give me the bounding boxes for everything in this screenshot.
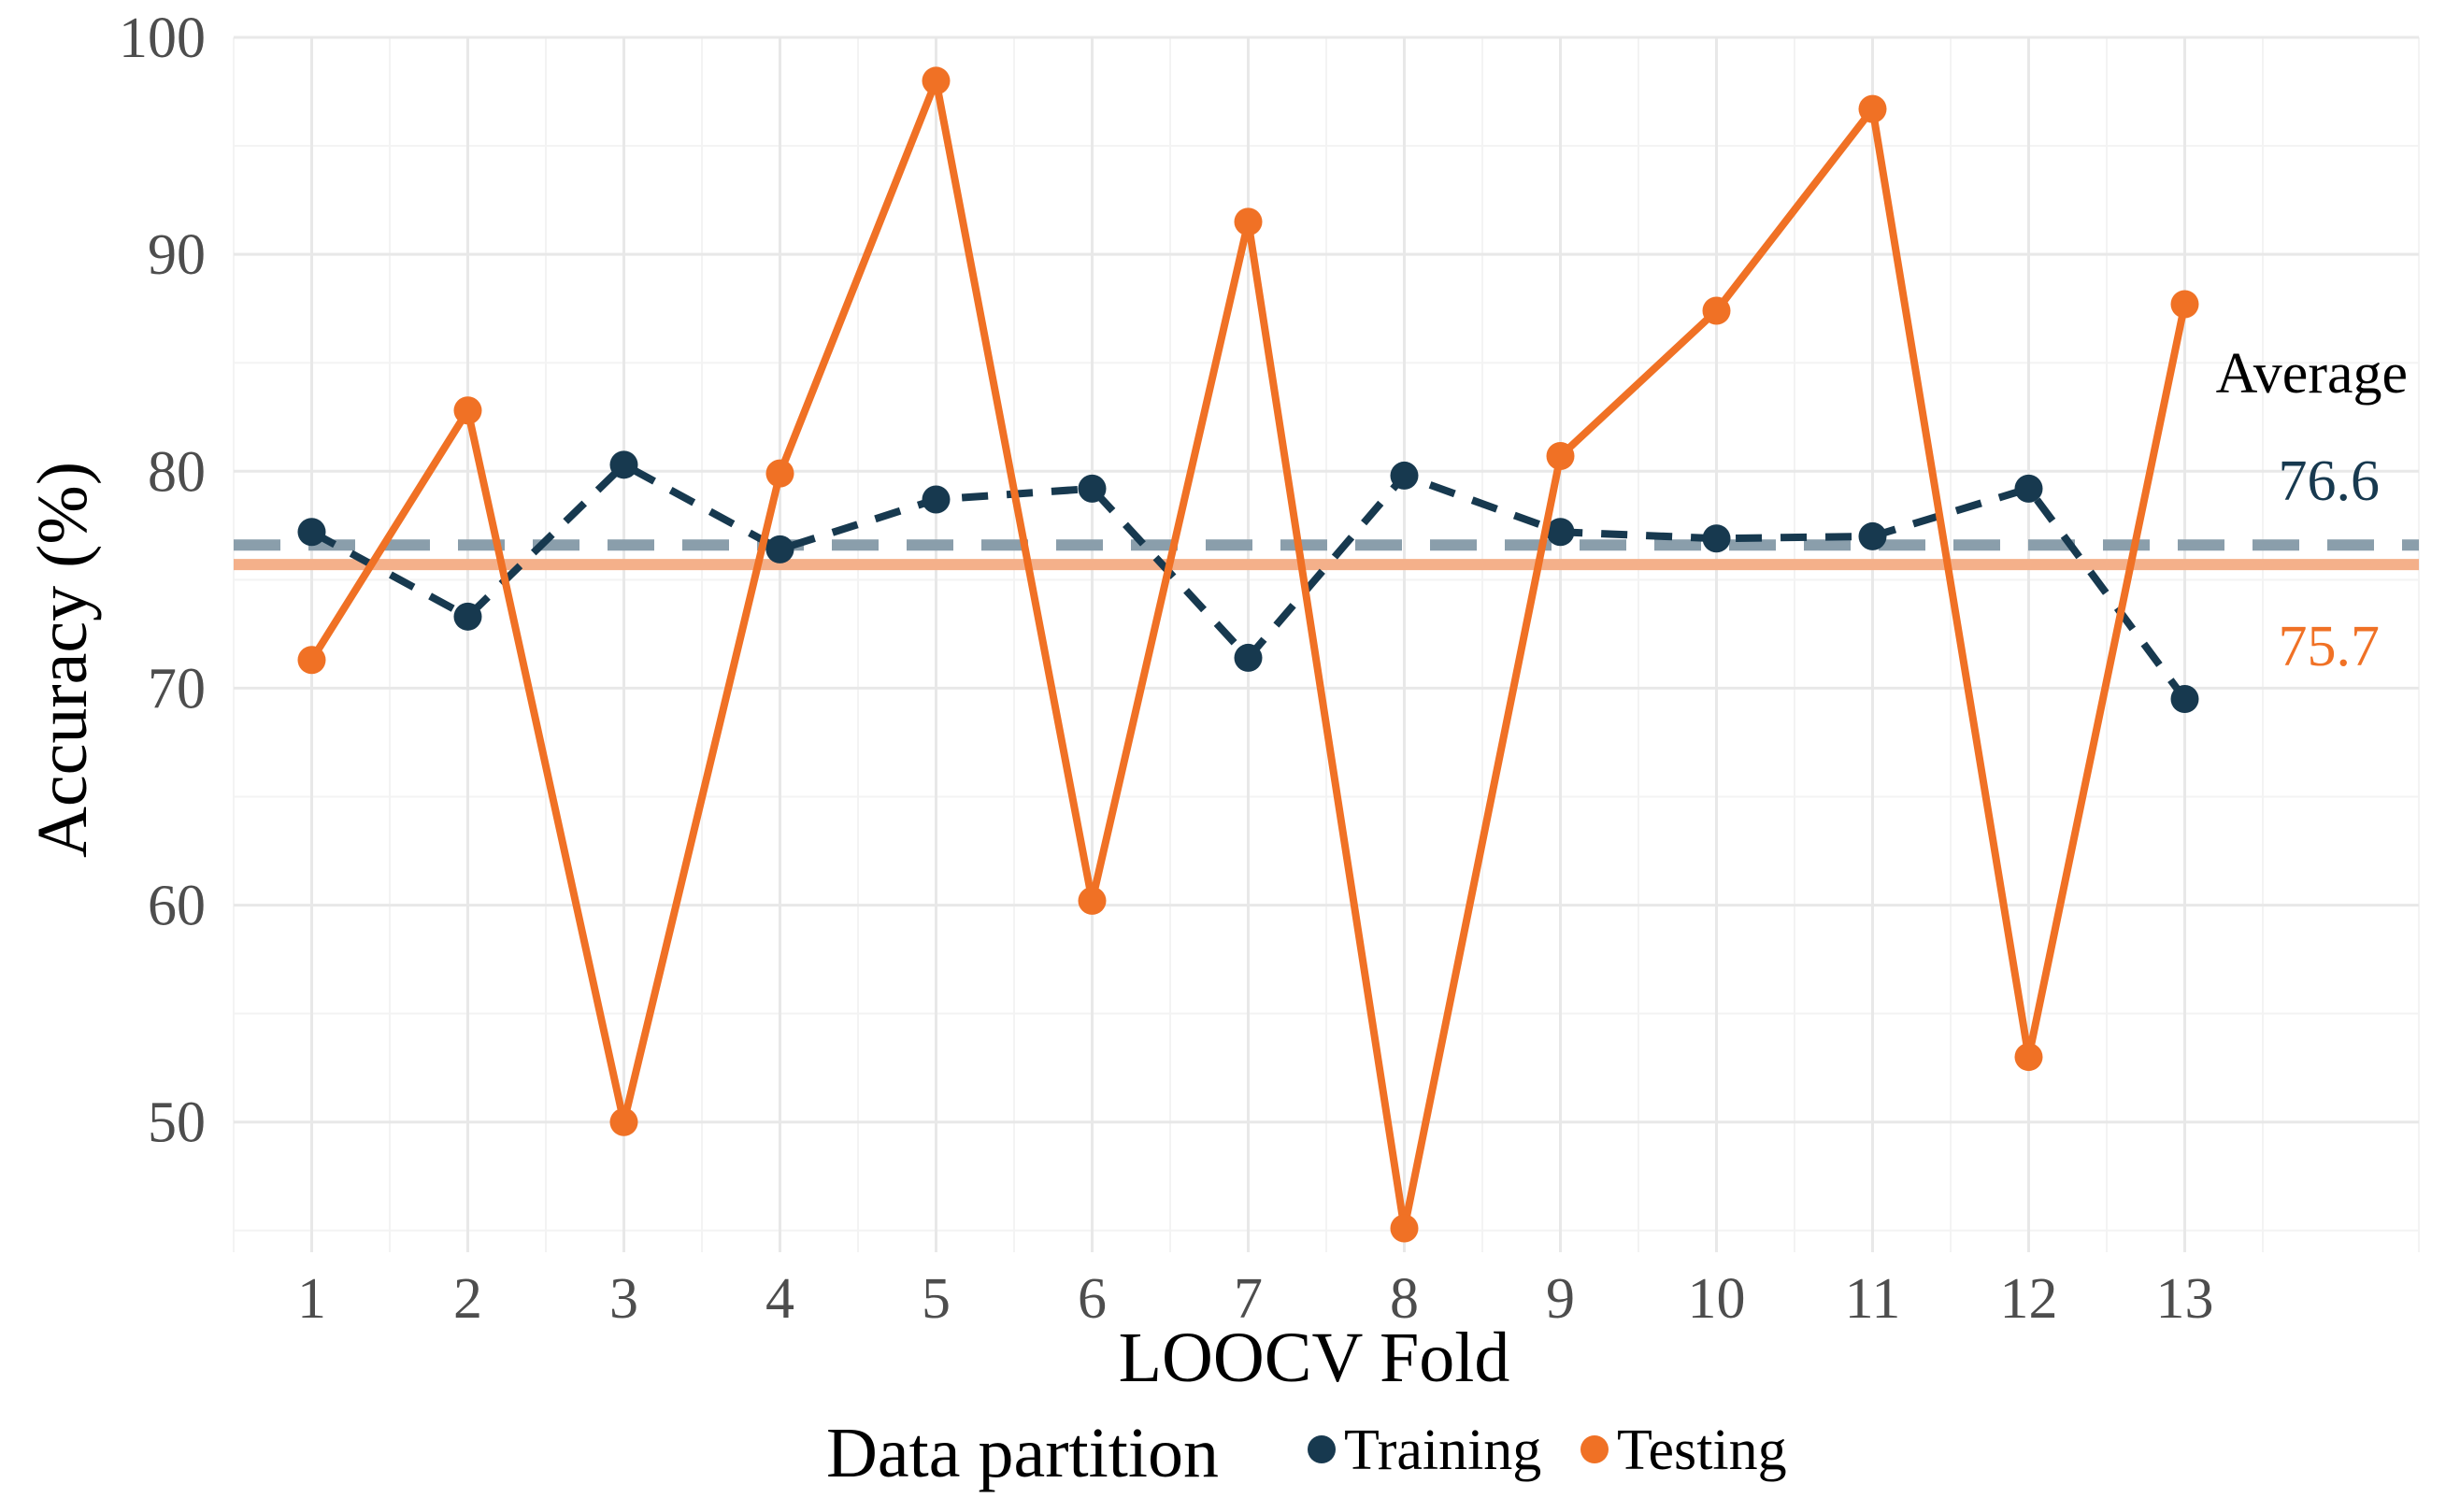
average-value-training: 76.6 (2279, 449, 2381, 513)
x-tick-label: 1 (297, 1267, 326, 1331)
series (297, 66, 2199, 1243)
x-tick-label: 10 (1688, 1267, 1746, 1331)
average-lines (234, 539, 2419, 571)
data-point-training (453, 602, 482, 631)
legend: Data partition Training Testing (826, 1414, 1787, 1492)
data-point-testing (1390, 1214, 1419, 1243)
x-tick-label: 4 (765, 1267, 794, 1331)
y-tick-label: 50 (148, 1091, 206, 1155)
legend-label-testing: Testing (1617, 1419, 1787, 1482)
data-point-training (1078, 474, 1107, 503)
x-tick-label: 3 (609, 1267, 638, 1331)
y-tick-label: 70 (148, 657, 206, 720)
x-tick-label: 13 (2156, 1267, 2214, 1331)
data-point-training (609, 450, 638, 479)
data-point-training (922, 485, 951, 514)
data-point-testing (1858, 94, 1887, 123)
x-tick-label: 8 (1390, 1267, 1419, 1331)
grid (233, 36, 2420, 1252)
x-tick-label: 9 (1546, 1267, 1575, 1331)
data-point-testing (453, 396, 482, 425)
y-tick-label: 80 (148, 440, 206, 504)
data-point-training (1390, 461, 1419, 490)
data-point-training (1234, 643, 1263, 672)
average-value-testing: 75.7 (2279, 615, 2381, 678)
y-tick-label: 60 (148, 875, 206, 938)
data-point-training (1702, 524, 1731, 553)
data-point-testing (297, 646, 326, 675)
data-point-testing (609, 1107, 638, 1136)
data-point-training (1858, 521, 1887, 550)
y-tick-label: 90 (148, 223, 206, 287)
average-title: Average (2216, 342, 2408, 406)
legend-title: Data partition (826, 1414, 1219, 1492)
x-tick-label: 6 (1078, 1267, 1107, 1331)
x-tick-label: 12 (2000, 1267, 2058, 1331)
data-point-training (765, 535, 794, 563)
legend-key-training (1308, 1435, 1336, 1463)
data-point-training (1546, 518, 1575, 547)
y-axis-title: Accuracy (%) (23, 462, 102, 858)
data-point-testing (2014, 1043, 2043, 1072)
y-tick-label: 100 (119, 7, 206, 70)
data-point-testing (1234, 207, 1263, 236)
x-tick-label: 2 (453, 1267, 482, 1331)
data-point-testing (1078, 886, 1107, 915)
data-point-training (2170, 685, 2199, 714)
legend-label-training: Training (1344, 1419, 1541, 1482)
x-tick-label: 11 (1845, 1267, 1901, 1331)
data-point-training (297, 518, 326, 547)
data-point-testing (765, 459, 794, 488)
annotations: LOOCV Fold Accuracy (%) Average 76.6 75.7 (23, 342, 2408, 1397)
data-point-testing (922, 66, 951, 95)
data-point-testing (1702, 296, 1731, 325)
x-tick-label: 7 (1234, 1267, 1263, 1331)
x-tick-label: 5 (922, 1267, 951, 1331)
data-point-testing (2170, 290, 2199, 319)
data-point-training (2014, 474, 2043, 503)
x-axis-title: LOOCV Fold (1119, 1319, 1510, 1397)
data-point-testing (1546, 442, 1575, 471)
legend-key-testing (1580, 1435, 1609, 1463)
